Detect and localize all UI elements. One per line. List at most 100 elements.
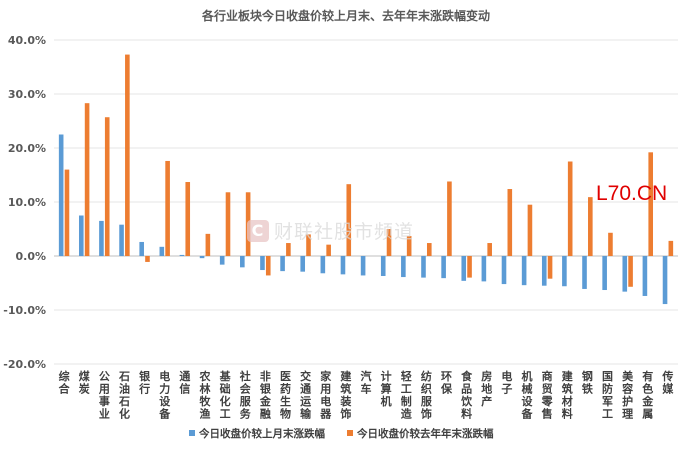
bars [58, 54, 674, 305]
watermark-logo: C 财联社股市频道 [247, 217, 414, 244]
x-tick-label: 家用电器 [319, 369, 332, 421]
bar-month-19 [441, 256, 446, 279]
bar-month-5 [159, 246, 165, 256]
bar-year-19 [447, 181, 452, 256]
x-tick-label: 有色金属 [641, 369, 654, 421]
x-tick-label: 通信 [179, 370, 190, 396]
bar-month-9 [240, 256, 245, 268]
bar-month-10 [260, 256, 265, 271]
bar-month-24 [541, 256, 547, 286]
bar-year-5 [165, 160, 170, 256]
x-tick-label: 建筑装饰 [339, 369, 352, 421]
x-tick-label: 银行 [138, 369, 151, 396]
bar-month-11 [280, 256, 285, 272]
bar-year-12 [306, 234, 311, 256]
bar-year-13 [326, 244, 331, 256]
bar-month-2 [99, 220, 104, 256]
x-tick-label: 钢铁 [582, 369, 593, 396]
y-tick-label: 40.0% [8, 34, 46, 47]
bar-month-22 [501, 256, 507, 285]
legend-label: 今日收盘价较上月末涨跌幅 [198, 427, 325, 440]
x-tick-label: 非银金融 [259, 369, 272, 421]
bar-year-7 [205, 233, 211, 256]
bar-month-17 [401, 256, 406, 278]
y-tick-label: 0.0% [15, 250, 46, 263]
bar-year-1 [84, 103, 90, 257]
y-axis-ticks: 40.0% 30.0% 20.0% 10.0% 0.0% -10.0% -20.0% [3, 34, 46, 371]
x-tick-label: 社会服务 [239, 369, 252, 421]
x-tick-label: 电子 [501, 369, 512, 396]
bar-year-16 [386, 229, 392, 256]
x-axis-labels: 综合煤炭公用事业石油石化银行电力设备通信农林牧渔基础化工社会服务非银金融医药生物… [59, 369, 675, 421]
bar-month-29 [642, 256, 648, 296]
bar-year-10 [265, 256, 271, 276]
bar-year-2 [104, 117, 110, 256]
x-tick-label: 石油石化 [118, 370, 130, 421]
x-tick-label: 国防军工 [602, 370, 613, 421]
bar-year-6 [185, 182, 191, 256]
bar-year-18 [426, 243, 432, 256]
bar-month-12 [300, 256, 306, 272]
bar-month-18 [421, 256, 426, 278]
bar-month-13 [320, 256, 326, 274]
x-tick-label: 医药生物 [280, 370, 291, 421]
bar-month-1 [78, 215, 84, 256]
bar-month-27 [602, 256, 607, 291]
bar-month-20 [461, 256, 467, 281]
y-tick-label: -10.0% [3, 304, 46, 317]
bar-month-6 [179, 254, 185, 256]
y-tick-label: 20.0% [8, 142, 46, 155]
gridlines [54, 39, 678, 365]
bar-month-8 [219, 256, 225, 265]
bar-month-16 [380, 256, 386, 276]
bar-year-29 [648, 152, 654, 256]
bar-month-14 [340, 256, 346, 275]
bar-year-26 [588, 197, 593, 256]
bar-year-4 [145, 256, 150, 262]
bar-year-28 [628, 256, 633, 287]
y-tick-label: 30.0% [8, 88, 46, 101]
x-tick-label: 机械设备 [521, 369, 534, 421]
y-tick-label: 10.0% [8, 196, 46, 209]
x-tick-label: 商贸零售 [541, 369, 554, 421]
x-tick-label: 交通运输 [300, 369, 312, 421]
y-tick-label: -20.0% [3, 358, 46, 371]
legend: 今日收盘价较上月末涨跌幅 今日收盘价较去年年末涨跌幅 [189, 427, 494, 440]
x-tick-label: 煤炭 [79, 369, 91, 396]
bar-year-3 [125, 54, 130, 256]
chart-title: 各行业板块今日收盘价较上月末、去年年末涨跌幅变动 [201, 8, 490, 23]
x-tick-label: 综合 [59, 369, 71, 396]
legend-label: 今日收盘价较去年年末涨跌幅 [356, 427, 494, 440]
legend-swatch [347, 430, 353, 436]
bar-year-25 [567, 161, 573, 256]
bar-month-15 [360, 256, 366, 276]
bar-year-11 [286, 243, 291, 256]
bar-year-30 [668, 240, 674, 256]
bar-month-23 [521, 256, 527, 286]
bar-month-25 [562, 256, 567, 287]
bar-year-14 [346, 184, 352, 256]
bar-year-22 [507, 189, 513, 256]
bar-year-24 [547, 256, 553, 279]
x-tick-label: 电力设备 [158, 369, 171, 421]
logo-icon: C [247, 219, 269, 242]
bar-month-4 [139, 241, 144, 256]
bar-month-30 [662, 256, 668, 305]
x-tick-label: 传媒 [661, 369, 674, 396]
bar-year-23 [527, 204, 533, 256]
bar-year-0 [64, 169, 70, 256]
legend-swatch [189, 430, 195, 436]
x-tick-label: 农林牧渔 [198, 369, 211, 421]
bar-month-28 [622, 256, 628, 292]
x-tick-label: 公用事业 [99, 370, 110, 421]
x-tick-label: 汽车 [361, 369, 372, 396]
x-tick-label: 环保 [440, 370, 453, 396]
x-tick-label: 轻工制造 [401, 369, 413, 421]
bar-month-0 [58, 134, 64, 256]
x-tick-label: 基础化工 [219, 369, 232, 421]
x-tick-label: 建筑材料 [562, 369, 574, 421]
x-tick-label: 食品饮料 [460, 369, 473, 421]
x-tick-label: 美容护理 [621, 369, 634, 421]
bar-year-27 [608, 232, 613, 256]
